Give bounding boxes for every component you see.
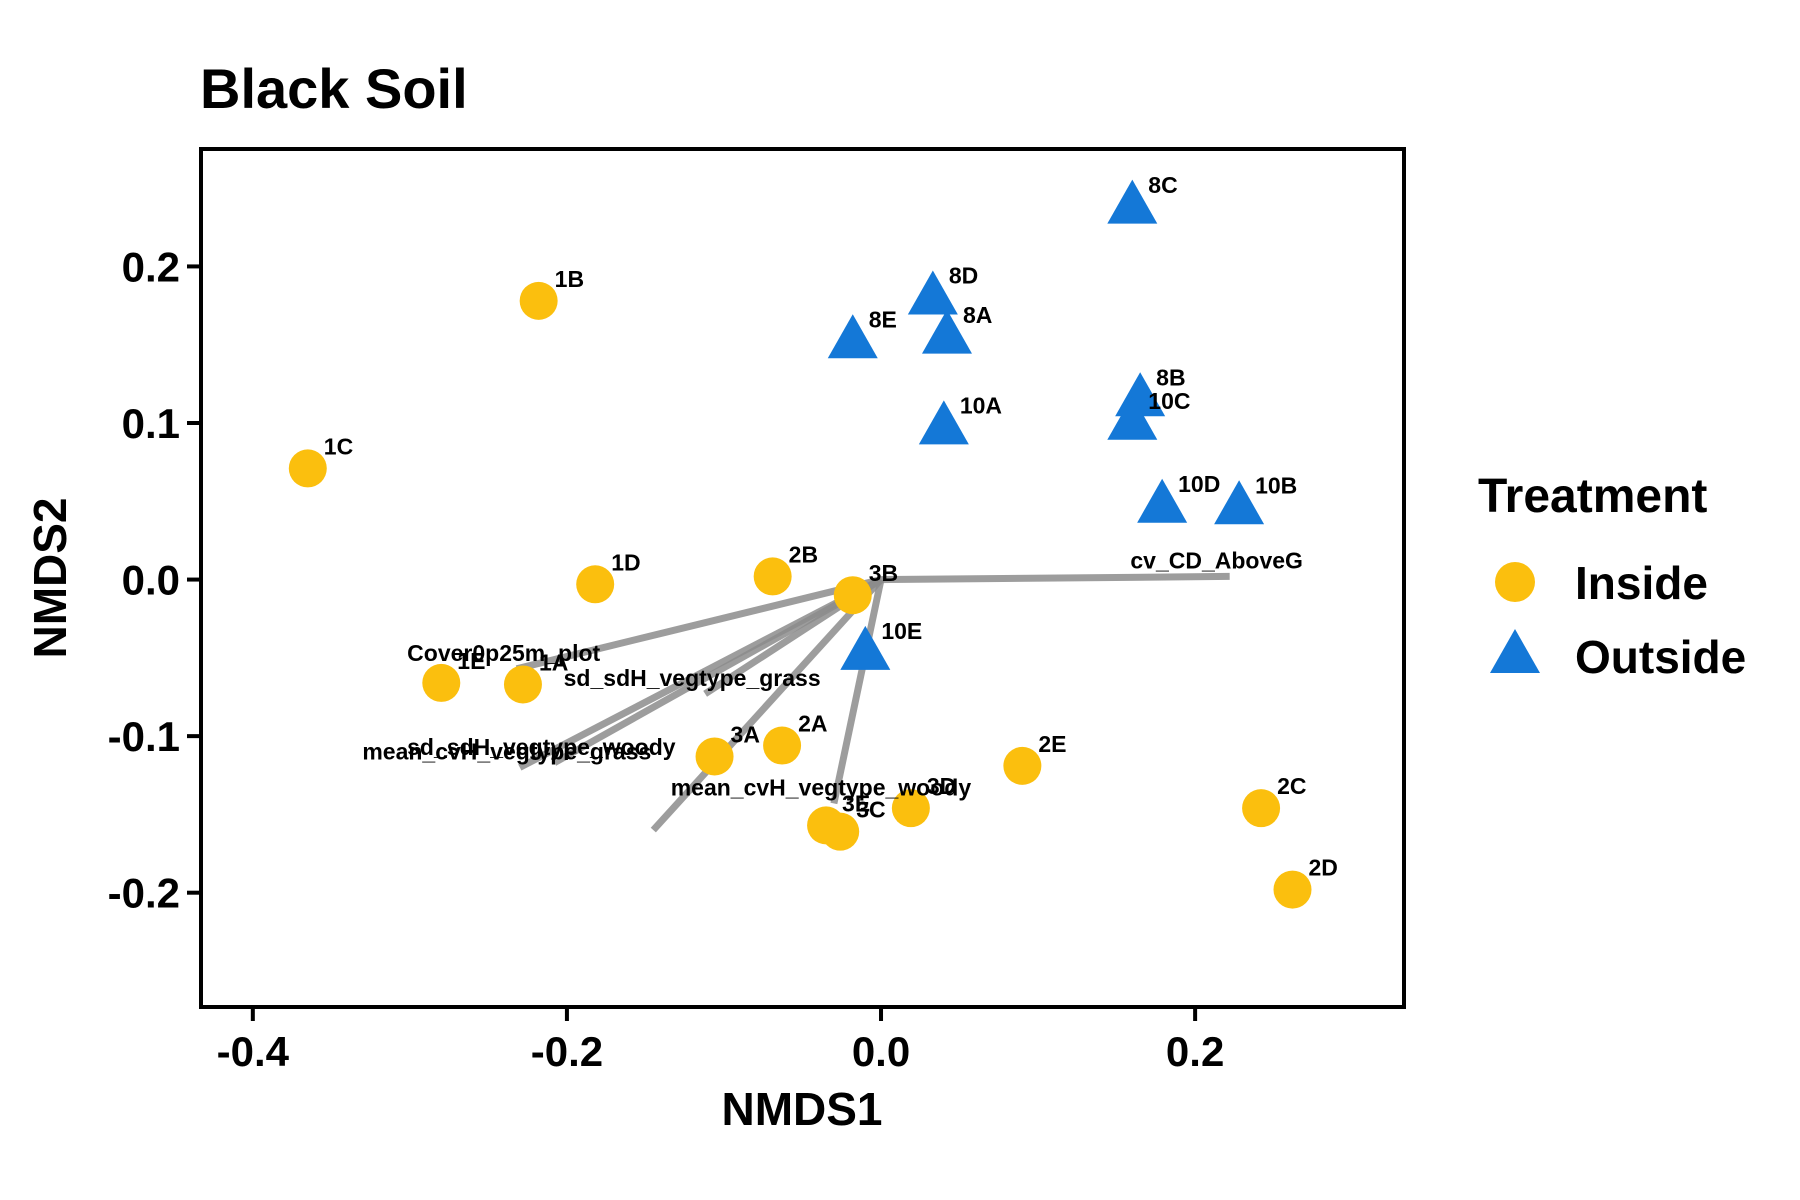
vector-label: sd_sdH_vegtype_woody <box>407 734 676 760</box>
x-tick-label: -0.2 <box>531 1028 603 1075</box>
point-inside <box>422 663 461 702</box>
y-axis-title: NMDS2 <box>24 497 76 658</box>
vector-arrow <box>518 576 883 771</box>
point-label: 8A <box>963 302 992 328</box>
point-label: 10E <box>881 618 922 644</box>
point-inside <box>821 812 860 851</box>
sample-points <box>288 179 1312 909</box>
x-axis-title: NMDS1 <box>721 1083 882 1135</box>
point-label: 3E <box>842 790 870 816</box>
x-tick-label: 0.2 <box>1166 1028 1224 1075</box>
point-outside <box>827 314 878 359</box>
point-outside <box>918 400 969 445</box>
point-outside <box>840 625 891 670</box>
point-label: 1A <box>539 649 568 675</box>
point-outside <box>1214 480 1265 525</box>
point-inside <box>753 557 792 596</box>
legend-label: Inside <box>1575 557 1708 609</box>
vector-arrow <box>650 577 884 833</box>
point-label: 1C <box>324 433 353 459</box>
point-label: 8B <box>1156 365 1185 391</box>
vector-label: mean_cvH_vegtype_woody <box>671 774 972 800</box>
point-label: 1D <box>611 549 640 575</box>
vector-label: mean_cvH_vegtype_grass <box>362 738 651 764</box>
point-inside <box>519 281 558 320</box>
point-label: 2E <box>1038 731 1066 757</box>
chart-title: Black Soil <box>200 57 468 120</box>
vector-arrow <box>880 572 1230 584</box>
point-inside <box>1003 746 1042 785</box>
point-label: 10C <box>1148 388 1190 414</box>
y-tick-label: 0.1 <box>122 400 180 447</box>
y-axis: -0.2 -0.1 0.0 0.1 0.2 <box>108 243 199 917</box>
vector-label: sd_sdH_vegtype_grass <box>564 665 821 691</box>
vector-labels: cv_CD_AboveGCover0p25m_plotsd_sdH_vegtyp… <box>362 547 1303 800</box>
point-label: 1E <box>457 648 485 674</box>
point-label: 1B <box>555 266 584 292</box>
y-tick-label: 0.2 <box>122 243 180 290</box>
legend: Treatment Inside Outside <box>1478 470 1746 683</box>
point-inside <box>891 789 930 828</box>
point-inside <box>503 665 542 704</box>
point-label: 3A <box>731 721 760 747</box>
point-outside <box>907 270 958 315</box>
point-inside <box>288 449 327 488</box>
point-outside <box>1107 395 1158 440</box>
point-label: 10B <box>1255 473 1297 499</box>
point-label: 2A <box>798 711 827 737</box>
point-outside <box>1107 179 1158 224</box>
point-inside <box>576 565 615 604</box>
point-inside <box>763 726 802 765</box>
legend-key-outside <box>1490 629 1540 673</box>
y-tick-label: -0.1 <box>108 713 180 760</box>
y-tick-label: -0.2 <box>108 870 180 917</box>
point-outside <box>1137 478 1188 523</box>
vector-arrow <box>830 578 885 805</box>
y-tick-label: 0.0 <box>122 557 180 604</box>
point-label: 2B <box>789 541 818 567</box>
point-outside <box>921 309 972 354</box>
legend-label: Outside <box>1575 631 1746 683</box>
vector-label: cv_CD_AboveG <box>1130 547 1303 573</box>
point-label: 3C <box>856 797 885 823</box>
vector-arrow <box>515 576 882 673</box>
point-label: 8C <box>1148 172 1177 198</box>
point-label: 10A <box>960 393 1002 419</box>
legend-key-inside <box>1495 562 1535 602</box>
x-axis: -0.4 -0.2 0.0 0.2 <box>217 1009 1224 1075</box>
point-inside <box>695 737 734 776</box>
point-label: 8E <box>869 307 897 333</box>
point-inside <box>1242 789 1281 828</box>
point-label: 3B <box>869 560 898 586</box>
point-label: 8D <box>949 263 978 289</box>
vector-label: Cover0p25m_plot <box>407 640 600 666</box>
point-label: 10D <box>1178 471 1220 497</box>
point-label: 2D <box>1308 855 1337 881</box>
point-label: 3D <box>927 773 956 799</box>
x-tick-label: -0.4 <box>217 1028 290 1075</box>
plot-panel-border <box>199 147 1406 1009</box>
legend-title: Treatment <box>1478 470 1707 523</box>
point-inside <box>1273 870 1312 909</box>
point-label: 2C <box>1277 773 1306 799</box>
point-inside <box>833 576 872 615</box>
x-tick-label: 0.0 <box>852 1028 910 1075</box>
